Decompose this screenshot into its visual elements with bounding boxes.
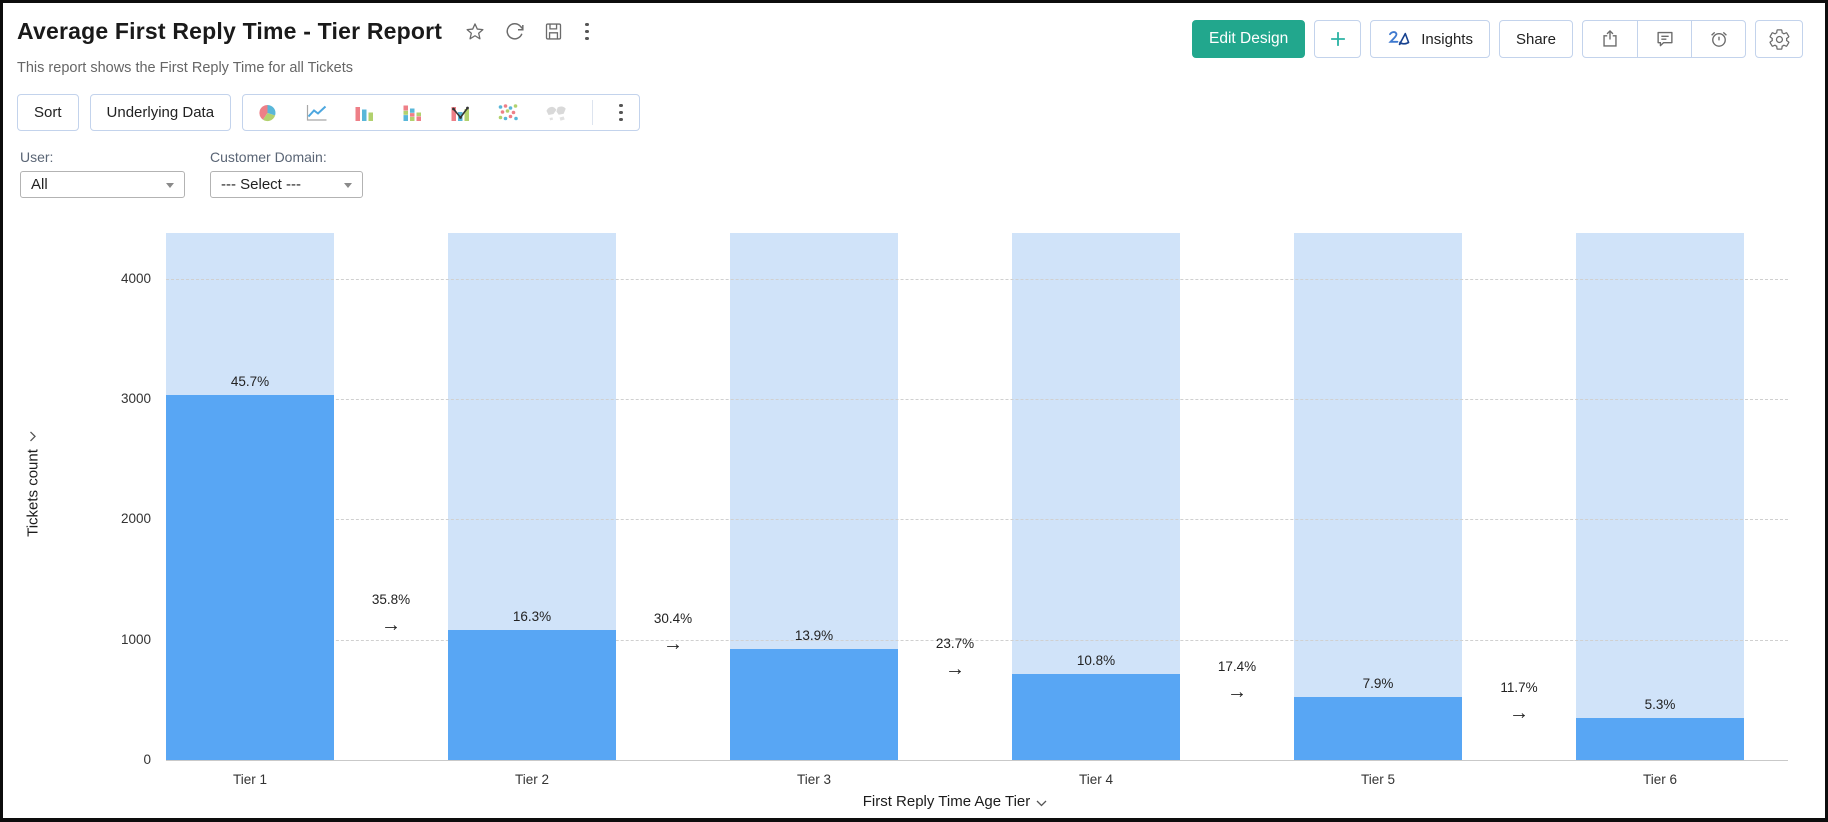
- x-tick-label: Tier 6: [1642, 772, 1677, 787]
- insights-button[interactable]: Insights: [1370, 20, 1490, 58]
- funnel-value-bar[interactable]: [1294, 697, 1462, 760]
- y-axis-title-label: Tickets count: [24, 449, 42, 537]
- edit-design-button[interactable]: Edit Design: [1192, 20, 1306, 58]
- conversion-arrow-icon: →: [663, 633, 683, 655]
- dropdown-arrow-icon: [166, 183, 174, 188]
- filter-bar: User: All Customer Domain: --- Select --…: [20, 149, 363, 198]
- pie-chart-icon[interactable]: [256, 103, 281, 123]
- report-description: This report shows the First Reply Time f…: [17, 60, 354, 76]
- sort-button[interactable]: Sort: [17, 94, 79, 131]
- header: Average First Reply Time - Tier Report: [17, 18, 592, 45]
- funnel-value-bar[interactable]: [730, 649, 898, 760]
- funnel-chart: 0 1000 2000 3000 4000 45.7% Tier 1 16.3% Tier 2 1…: [3, 231, 1825, 818]
- user-filter-value: All: [31, 176, 48, 193]
- x-axis-title[interactable]: First Reply Time Age Tier: [166, 793, 1744, 810]
- bar-percent-label: 45.7%: [230, 374, 270, 389]
- gridline: [166, 278, 1788, 280]
- header-actions: Edit Design Insights Share: [1192, 20, 1803, 58]
- chart-area: 0 1000 2000 3000 4000 45.7% Tier 1 16.3% Tier 2 1…: [3, 231, 1825, 818]
- conversion-arrow-icon: →: [381, 614, 401, 636]
- x-tick-label: Tier 1: [232, 772, 267, 787]
- gear-icon: [1768, 28, 1789, 50]
- customer-domain-filter: Customer Domain: --- Select ---: [210, 149, 363, 198]
- conversion-rate-label: 23.7%: [935, 636, 975, 651]
- y-tick-label: 2000: [120, 511, 151, 527]
- conversion-rate-label: 17.4%: [1217, 659, 1257, 674]
- comment-icon: [1656, 31, 1673, 47]
- alarm-clock-icon: [1710, 31, 1727, 47]
- bar-percent-label: 10.8%: [1076, 653, 1116, 668]
- conversion-arrow-icon: →: [1227, 681, 1247, 703]
- page-title: Average First Reply Time - Tier Report: [17, 18, 443, 44]
- conversion-rate-label: 30.4%: [653, 611, 693, 626]
- chevron-down-icon: [1036, 800, 1047, 807]
- funnel-background-bar: [1012, 233, 1180, 760]
- insights-label: Insights: [1421, 30, 1473, 48]
- user-filter-select[interactable]: All: [20, 171, 185, 198]
- y-tick-label: 0: [143, 752, 151, 767]
- report-toolbar: Sort Underlying Data: [17, 94, 640, 131]
- dropdown-arrow-icon: [344, 183, 352, 188]
- funnel-background-bar: [1576, 233, 1744, 760]
- combo-chart-icon[interactable]: [448, 103, 473, 123]
- stacked-bar-chart-icon[interactable]: [400, 103, 425, 123]
- conversion-rate-label: 35.8%: [371, 592, 411, 607]
- gridline: [166, 639, 1788, 641]
- conversion-arrow-icon: →: [945, 658, 965, 680]
- conversion-arrow-icon: →: [1509, 702, 1529, 724]
- report-tools-group: [1582, 20, 1746, 58]
- x-tick-label: Tier 4: [1078, 772, 1113, 787]
- x-tick-label: Tier 2: [514, 772, 549, 787]
- x-tick-label: Tier 3: [796, 772, 831, 787]
- scatter-chart-icon[interactable]: [496, 103, 521, 123]
- comments-button[interactable]: [1637, 21, 1691, 57]
- plus-icon: [1330, 32, 1345, 46]
- funnel-background-bar: [1294, 233, 1462, 760]
- y-tick-label: 1000: [120, 631, 151, 647]
- save-icon[interactable]: [543, 21, 564, 42]
- x-axis-line: [166, 760, 1788, 761]
- export-icon: [1603, 29, 1617, 47]
- customer-domain-filter-value: --- Select ---: [221, 176, 301, 193]
- zia-insights-icon: [1388, 31, 1410, 46]
- x-axis-title-label: First Reply Time Age Tier: [862, 793, 1031, 810]
- bar-percent-label: 7.9%: [1362, 676, 1394, 691]
- title-more-options-icon[interactable]: [582, 22, 592, 41]
- gridline: [166, 519, 1788, 521]
- refresh-icon[interactable]: [504, 21, 525, 42]
- alerts-button[interactable]: [1691, 21, 1745, 57]
- add-button[interactable]: [1314, 20, 1362, 58]
- user-filter-label: User:: [20, 149, 54, 165]
- chart-type-switcher: [242, 94, 640, 131]
- funnel-value-bar[interactable]: [448, 630, 616, 760]
- chevron-down-icon: [30, 431, 36, 442]
- toolbar-divider: [592, 100, 594, 125]
- share-button[interactable]: Share: [1498, 20, 1573, 58]
- gridline: [166, 399, 1788, 401]
- line-chart-icon[interactable]: [304, 103, 329, 123]
- customer-domain-filter-select[interactable]: --- Select ---: [210, 171, 363, 198]
- favorite-star-icon[interactable]: [464, 21, 486, 43]
- more-chart-types-icon[interactable]: [616, 103, 626, 122]
- bar-chart-icon[interactable]: [352, 103, 377, 123]
- y-tick-label: 3000: [120, 391, 151, 407]
- underlying-data-button[interactable]: Underlying Data: [89, 94, 232, 131]
- export-button[interactable]: [1583, 21, 1637, 57]
- funnel-value-bar[interactable]: [166, 395, 334, 760]
- funnel-value-bar[interactable]: [1012, 674, 1180, 760]
- map-chart-icon[interactable]: [544, 103, 569, 123]
- bar-percent-label: 5.3%: [1644, 697, 1676, 712]
- y-tick-label: 4000: [120, 270, 151, 286]
- funnel-value-bar[interactable]: [1576, 718, 1744, 760]
- bar-percent-label: 13.9%: [794, 628, 834, 643]
- settings-button[interactable]: [1755, 20, 1803, 58]
- bar-percent-label: 16.3%: [512, 609, 552, 624]
- customer-domain-filter-label: Customer Domain:: [210, 149, 327, 165]
- user-filter: User: All: [20, 149, 185, 198]
- x-tick-label: Tier 5: [1360, 772, 1395, 787]
- title-icons: [464, 21, 592, 43]
- conversion-rate-label: 11.7%: [1500, 680, 1538, 695]
